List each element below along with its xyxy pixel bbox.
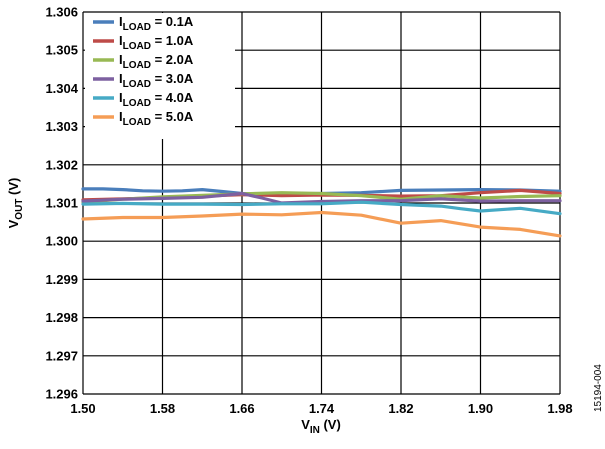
y-tick-label: 1.299 (45, 272, 78, 287)
legend-label: ILOAD = 3.0A (119, 71, 194, 90)
legend-label: ILOAD = 5.0A (119, 109, 194, 128)
x-tick-label: 1.58 (150, 401, 175, 416)
y-tick-label: 1.303 (45, 119, 78, 134)
y-tick-label: 1.301 (45, 196, 78, 211)
x-tick-label: 1.90 (468, 401, 493, 416)
figure-id: 15194-004 (593, 364, 604, 412)
y-axis-title: VOUT (V) (6, 178, 25, 229)
x-tick-labels: 1.50 1.58 1.66 1.74 1.82 1.90 1.98 (70, 401, 572, 416)
y-tick-label: 1.298 (45, 310, 78, 325)
y-tick-label: 1.305 (45, 43, 78, 58)
y-tick-label: 1.296 (45, 387, 78, 402)
x-tick-label: 1.74 (309, 401, 335, 416)
legend-label: ILOAD = 0.1A (119, 14, 194, 33)
legend-label: ILOAD = 4.0A (119, 90, 194, 109)
series-line-5 (81, 200, 562, 216)
y-tick-labels: 1.296 1.297 1.298 1.299 1.300 1.301 1.302 1.303… (45, 5, 78, 402)
grid (82, 11, 561, 395)
y-tick-label: 1.306 (45, 5, 78, 20)
y-tick-label: 1.297 (45, 348, 78, 363)
x-tick-label: 1.50 (70, 401, 95, 416)
y-tick-label: 1.300 (45, 234, 78, 249)
legend-label: ILOAD = 1.0A (119, 33, 194, 52)
x-tick-label: 1.82 (388, 401, 413, 416)
x-axis-title: VIN (V) (301, 417, 341, 436)
legend-label: ILOAD = 2.0A (119, 52, 194, 71)
x-tick-label: 1.66 (229, 401, 254, 416)
series-line-6 (81, 210, 562, 238)
y-tick-label: 1.304 (45, 81, 78, 96)
y-tick-label: 1.302 (45, 157, 78, 172)
x-tick-label: 1.98 (547, 401, 572, 416)
series-layer (81, 187, 562, 238)
